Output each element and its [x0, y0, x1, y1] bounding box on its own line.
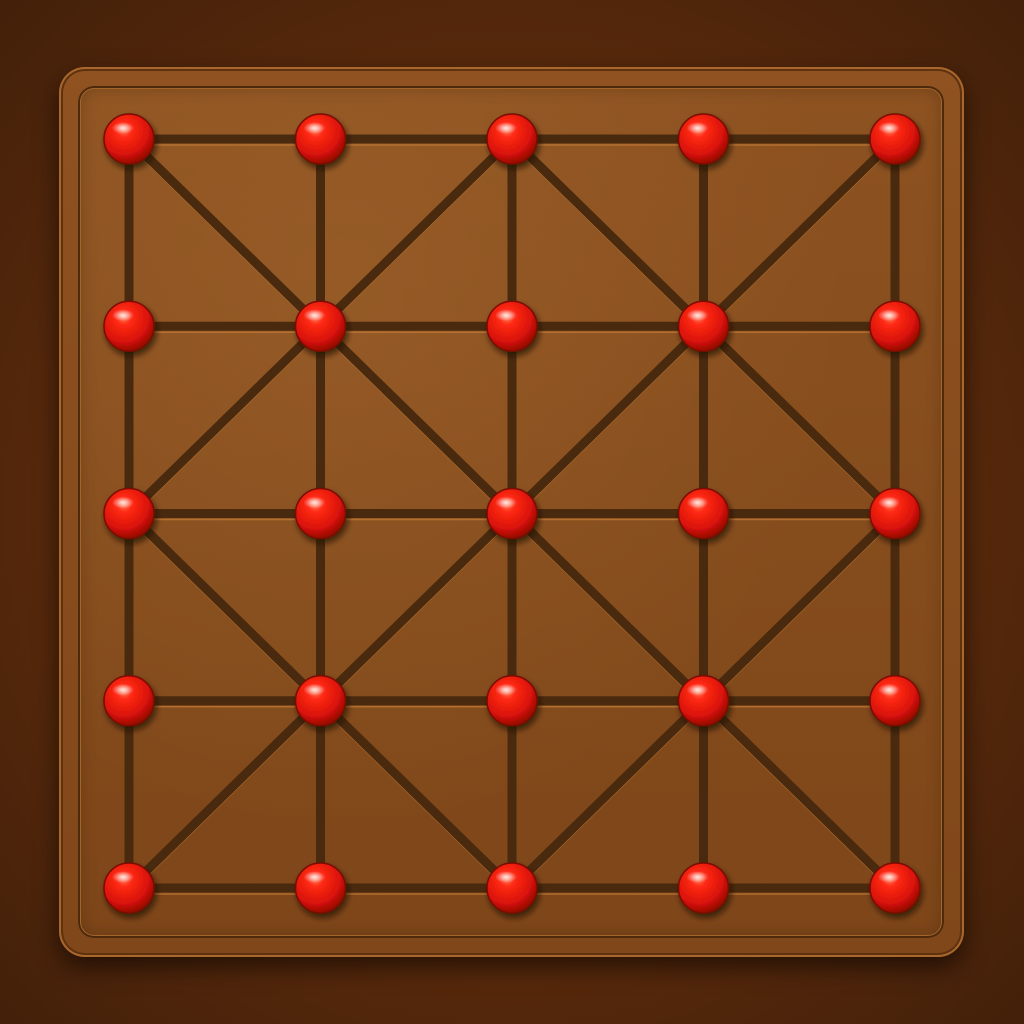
board-line-diagonal: [316, 696, 517, 895]
game-piece-red[interactable]: [486, 675, 538, 727]
game-piece-red[interactable]: [869, 113, 921, 165]
game-piece-red[interactable]: [103, 862, 155, 914]
game-piece-red[interactable]: [294, 300, 347, 352]
game-piece-red[interactable]: [103, 675, 155, 727]
game-piece-red[interactable]: [677, 862, 730, 914]
board-line-diagonal: [124, 134, 325, 333]
game-piece-red[interactable]: [677, 675, 730, 727]
game-piece-red[interactable]: [486, 862, 538, 914]
game-piece-red[interactable]: [486, 300, 538, 352]
board-line-diagonal: [124, 509, 325, 708]
game-piece-red[interactable]: [677, 487, 730, 540]
game-piece-red[interactable]: [294, 675, 347, 727]
game-piece-red[interactable]: [869, 675, 921, 727]
game-piece-red[interactable]: [869, 862, 921, 914]
game-piece-red[interactable]: [103, 487, 155, 540]
board-line-diagonal: [699, 134, 900, 333]
game-piece-red[interactable]: [294, 113, 347, 165]
game-piece-red[interactable]: [677, 113, 730, 165]
game-piece-red[interactable]: [677, 300, 730, 352]
board-line-diagonal: [124, 696, 325, 895]
board-line-diagonal: [507, 696, 708, 895]
game-piece-red[interactable]: [869, 487, 921, 540]
game-piece-red[interactable]: [486, 113, 538, 165]
board-line-diagonal: [699, 696, 900, 895]
board-line-diagonal: [124, 321, 325, 521]
board-line-diagonal: [507, 321, 708, 521]
game-piece-red[interactable]: [294, 487, 347, 540]
game-piece-red[interactable]: [869, 300, 921, 352]
game-piece-red[interactable]: [486, 487, 538, 540]
game-piece-red[interactable]: [294, 862, 347, 914]
board-line-diagonal: [507, 509, 708, 708]
board-line-diagonal: [316, 321, 517, 521]
board-line-diagonal: [316, 509, 517, 708]
board-line-diagonal: [699, 509, 900, 708]
board-line-diagonal: [507, 134, 708, 333]
board-line-diagonal: [699, 321, 900, 521]
board-line-diagonal: [316, 134, 517, 333]
game-piece-red[interactable]: [103, 300, 155, 352]
game-piece-red[interactable]: [103, 113, 155, 165]
